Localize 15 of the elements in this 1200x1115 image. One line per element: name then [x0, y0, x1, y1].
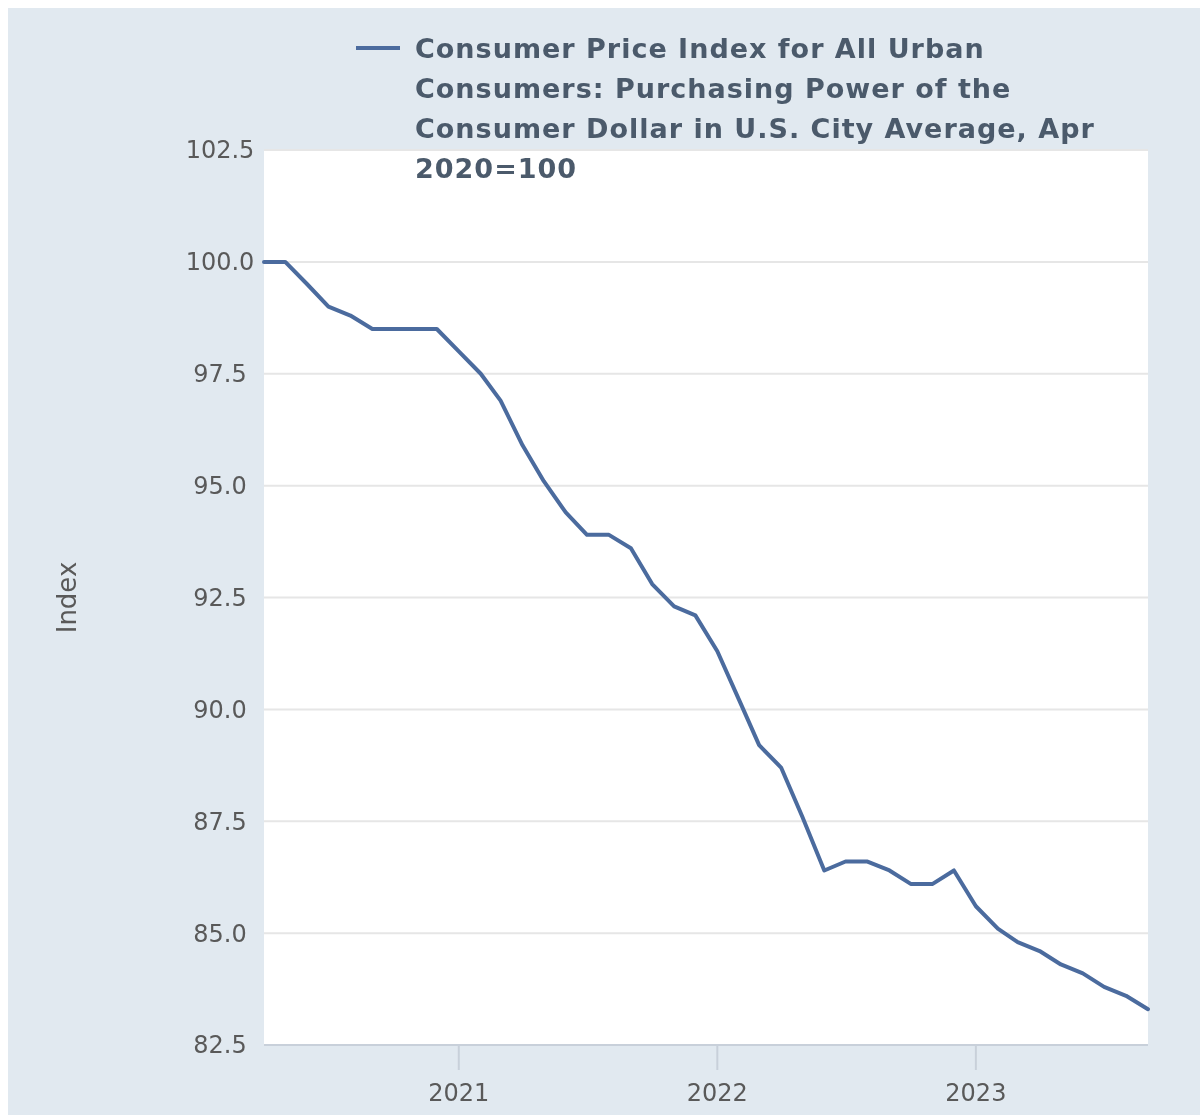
y-tick-label: 82.5 [193, 1031, 247, 1060]
y-tick-label: 92.5 [193, 583, 247, 612]
y-tick-label: 87.5 [193, 807, 247, 836]
y-tick-label: 95.0 [193, 472, 247, 501]
y-axis-title: Index [52, 561, 82, 634]
x-tick-label: 2022 [686, 1079, 748, 1107]
y-tick-label: 97.5 [193, 360, 247, 389]
line-series [262, 259, 1150, 1012]
legend-label: Consumer Price Index for All Urban Consumers: Purchasing Power of the Consumer Dollar in U.S. City Average, Apr 2020=100 [415, 33, 1095, 184]
y-tick-label: 85.0 [193, 919, 247, 948]
y-tick-label: 90.0 [193, 695, 247, 724]
x-tick-label: 2023 [945, 1079, 1007, 1107]
y-tick-label: 102.5 [185, 136, 255, 165]
y-tick-label: 100.0 [185, 248, 255, 277]
x-tick-label: 2021 [428, 1079, 490, 1107]
